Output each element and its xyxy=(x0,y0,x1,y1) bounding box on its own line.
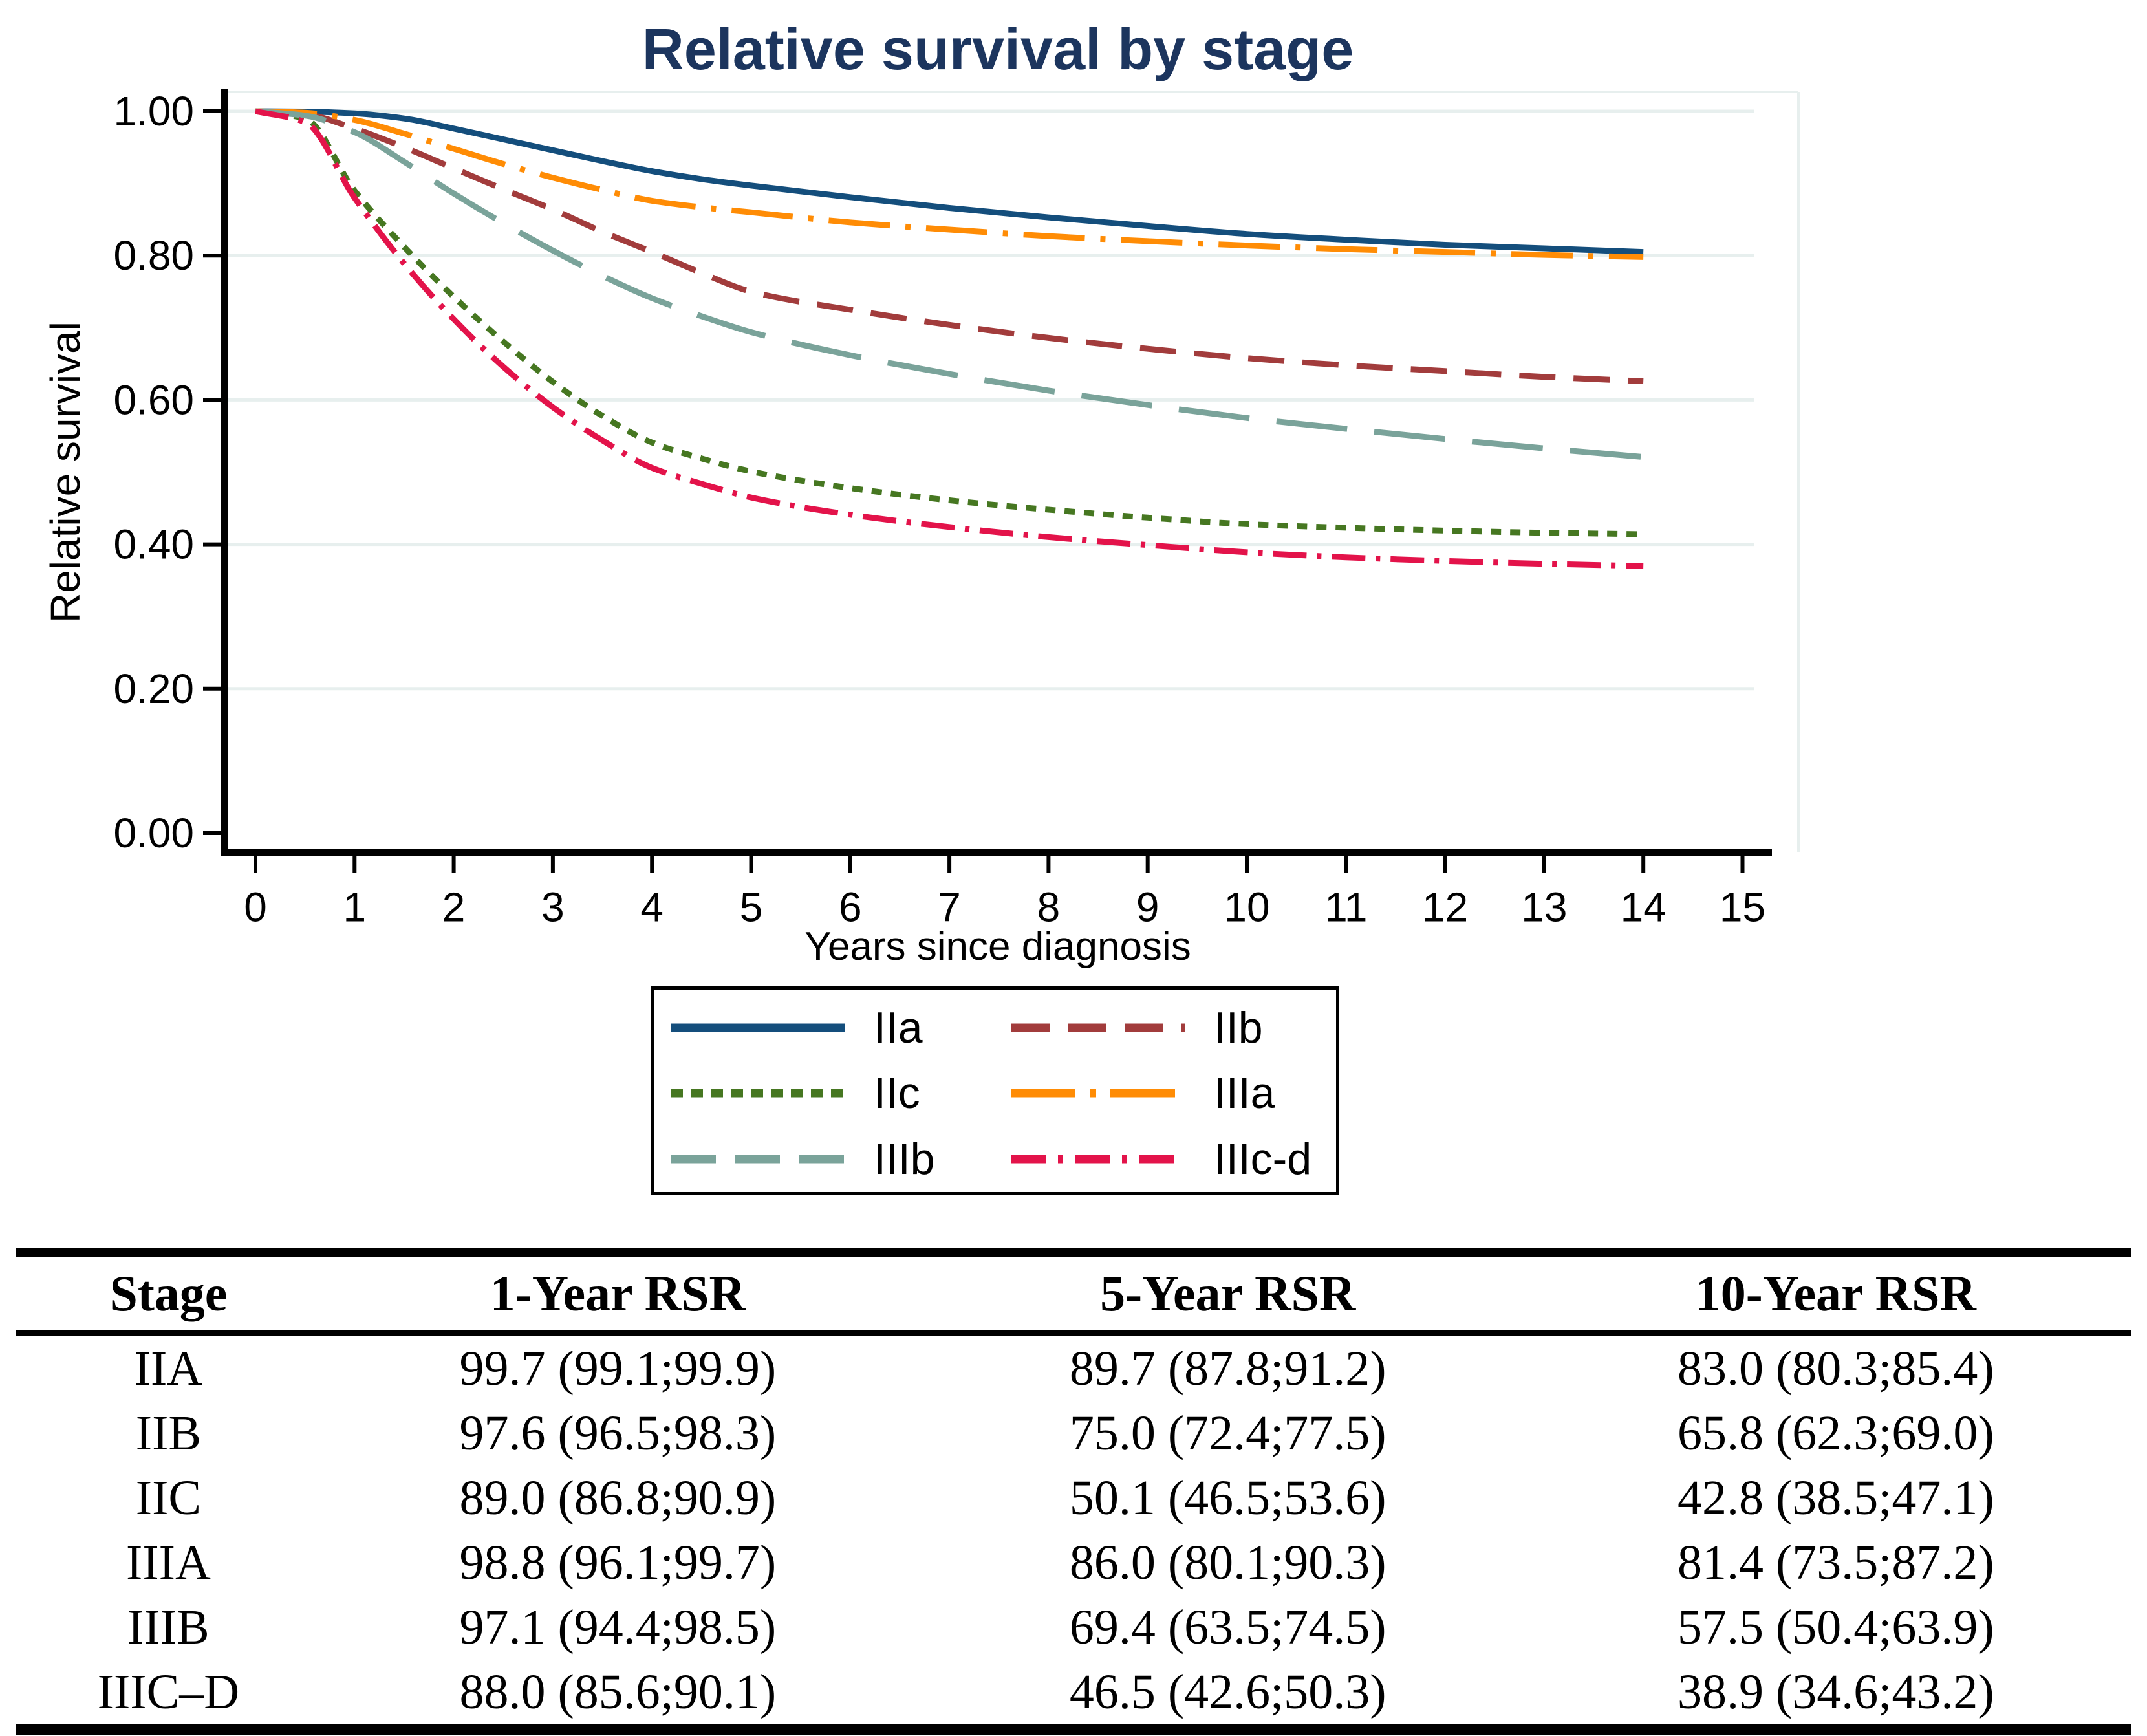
table-header-cell: 10-Year RSR xyxy=(1695,1265,1976,1321)
legend-line-sample xyxy=(1011,1023,1185,1032)
series-line-IIb xyxy=(255,108,1644,384)
x-tick-label: 3 xyxy=(541,884,565,930)
table-cell-value: 83.0 (80.3;85.4) xyxy=(1677,1341,1994,1396)
series-line-IIc xyxy=(255,108,1644,537)
legend-label: IIb xyxy=(1214,1003,1263,1052)
table-cell-stage: IIC xyxy=(135,1470,202,1525)
table-cell-stage: IIIA xyxy=(126,1535,211,1590)
y-tick-label: 1.00 xyxy=(113,88,194,135)
table-cell-value: 98.8 (96.1;99.7) xyxy=(459,1535,777,1590)
x-tick-label: 5 xyxy=(740,884,763,930)
x-tick-label: 12 xyxy=(1422,884,1468,930)
table-row: IIIB 97.1 (94.4;98.5) 69.4 (63.5;74.5) 57.5… xyxy=(16,1595,2131,1660)
table-cell-stage: IIIC–D xyxy=(97,1664,240,1719)
chart-title: Relative survival by stage xyxy=(642,17,1354,82)
table-cell-value: 75.0 (72.4;77.5) xyxy=(1069,1405,1386,1460)
legend-label: IIIa xyxy=(1214,1069,1275,1118)
legend-label: IIc xyxy=(874,1069,920,1118)
table-row: IIB 97.6 (96.5;98.3) 75.0 (72.4;77.5) 65.8 … xyxy=(16,1401,2131,1466)
table-cell-value: 81.4 (73.5;87.2) xyxy=(1677,1535,1994,1590)
y-tick-label: 0.20 xyxy=(113,666,194,712)
legend-item-IIIa: IIIa xyxy=(1011,1071,1336,1115)
legend-line-sample xyxy=(671,1023,845,1032)
series-line-IIa xyxy=(255,108,1644,255)
legend-line-sample xyxy=(1011,1155,1185,1164)
x-tick-label: 15 xyxy=(1720,884,1765,930)
legend-item-IIa: IIa xyxy=(671,1006,1011,1050)
x-tick-label: 0 xyxy=(244,884,267,930)
legend-item-IIc: IIc xyxy=(671,1071,1011,1115)
table-cell-stage: IIB xyxy=(135,1405,202,1460)
legend-item-IIIc-d: IIIc-d xyxy=(1011,1137,1336,1181)
table-row: IIIA 98.8 (96.1;99.7) 86.0 (80.1;90.3) 81.4… xyxy=(16,1530,2131,1595)
legend-label: IIa xyxy=(874,1003,923,1052)
table-cell-value: 65.8 (62.3;69.0) xyxy=(1677,1405,1994,1460)
table-cell-value: 86.0 (80.1;90.3) xyxy=(1069,1535,1386,1590)
table-cell-value: 88.0 (85.6;90.1) xyxy=(459,1664,777,1719)
table-row: IIIC–D 88.0 (85.6;90.1) 46.5 (42.6;50.3) 38… xyxy=(16,1660,2131,1724)
table-cell-value: 89.0 (86.8;90.9) xyxy=(459,1470,777,1525)
table-row: IIA 99.7 (99.1;99.9) 89.7 (87.8;91.2) 83.0 … xyxy=(16,1336,2131,1401)
x-tick-label: 1 xyxy=(343,884,367,930)
x-tick-label: 8 xyxy=(1037,884,1061,930)
legend-line-sample xyxy=(671,1089,845,1098)
x-tick-label: 9 xyxy=(1136,884,1160,930)
y-tick-label: 0.60 xyxy=(113,376,194,423)
table-cell-stage: IIIB xyxy=(127,1600,210,1655)
table-cell-stage: IIA xyxy=(134,1341,203,1396)
table-header-cell: 1-Year RSR xyxy=(490,1265,746,1321)
table-cell-value: 42.8 (38.5;47.1) xyxy=(1677,1470,1994,1525)
table-cell-value: 97.1 (94.4;98.5) xyxy=(459,1600,777,1655)
x-tick-label: 7 xyxy=(938,884,961,930)
x-tick-label: 13 xyxy=(1521,884,1567,930)
table-cell-value: 46.5 (42.6;50.3) xyxy=(1069,1664,1386,1719)
legend-item-IIIb: IIIb xyxy=(671,1137,1011,1181)
table-cell-value: 97.6 (96.5;98.3) xyxy=(459,1405,777,1460)
table-cell-value: 50.1 (46.5;53.6) xyxy=(1069,1470,1386,1525)
legend-label: IIIb xyxy=(874,1134,935,1184)
legend-line-sample xyxy=(1011,1089,1185,1098)
table-header-row: Stage 1-Year RSR 5-Year RSR 10-Year RSR xyxy=(16,1257,2131,1336)
table-row: IIC 89.0 (86.8;90.9) 50.1 (46.5;53.6) 42.8 … xyxy=(16,1466,2131,1530)
y-tick-label: 0.00 xyxy=(113,810,194,856)
rsr-table: Stage 1-Year RSR 5-Year RSR 10-Year RSR IIA 9… xyxy=(16,1248,2131,1735)
table-header-cell: Stage xyxy=(109,1265,228,1321)
series-line-IIIc-d xyxy=(255,108,1644,569)
legend-item-IIb: IIb xyxy=(1011,1006,1336,1050)
legend-label: IIIc-d xyxy=(1214,1134,1312,1184)
legend: IIa IIb IIc IIIa IIIb IIIc-d xyxy=(651,986,1339,1195)
table-cell-value: 89.7 (87.8;91.2) xyxy=(1069,1341,1386,1396)
table-cell-value: 99.7 (99.1;99.9) xyxy=(459,1341,777,1396)
x-tick-label: 11 xyxy=(1324,884,1367,930)
x-tick-label: 4 xyxy=(640,884,664,930)
table-header-cell: 5-Year RSR xyxy=(1100,1265,1356,1321)
x-tick-label: 10 xyxy=(1224,884,1269,930)
series-line-IIIa xyxy=(255,108,1644,260)
table-cell-value: 57.5 (50.4;63.9) xyxy=(1677,1600,1994,1655)
y-tick-label: 0.40 xyxy=(113,521,194,568)
x-axis-title: Years since diagnosis xyxy=(804,924,1191,969)
table-cell-value: 38.9 (34.6;43.2) xyxy=(1677,1664,1994,1719)
x-tick-label: 2 xyxy=(442,884,466,930)
x-tick-label: 14 xyxy=(1621,884,1667,930)
y-tick-label: 0.80 xyxy=(113,232,194,279)
series-line-IIIb xyxy=(255,108,1644,461)
plot-area: 0.000.200.400.600.801.000 1 2 3 4 5 6 7 8 9 10 11 12… xyxy=(113,88,1800,930)
legend-line-sample xyxy=(671,1155,845,1164)
table-cell-value: 69.4 (63.5;74.5) xyxy=(1069,1600,1386,1655)
x-tick-label: 6 xyxy=(839,884,862,930)
